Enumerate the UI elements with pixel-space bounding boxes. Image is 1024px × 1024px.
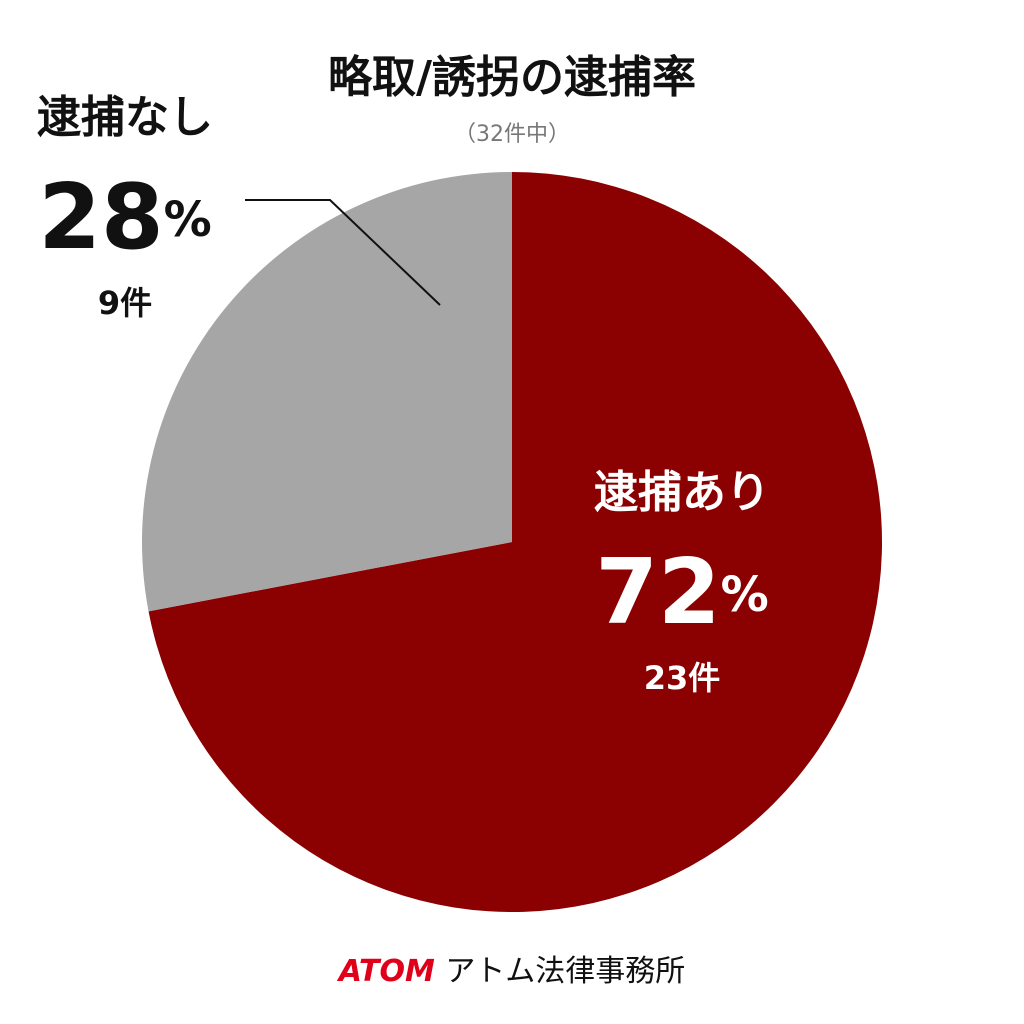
value-label: 72% bbox=[595, 540, 768, 645]
count-label: 9件 bbox=[98, 284, 152, 322]
footer-name: アトム法律事務所 bbox=[445, 954, 685, 989]
slice-label: 逮捕なし bbox=[37, 92, 213, 143]
chart-subtitle: （32件中） bbox=[454, 122, 570, 147]
pie-slice bbox=[141, 172, 512, 612]
pie bbox=[141, 172, 883, 913]
value-label: 28% bbox=[38, 165, 211, 270]
count-label: 23件 bbox=[644, 659, 721, 697]
slice-label: 逮捕あり bbox=[594, 467, 770, 518]
leader-line bbox=[245, 199, 441, 306]
footer: ATOM アトム法律事務所 bbox=[337, 954, 686, 989]
pie-slice bbox=[148, 172, 883, 913]
footer-brand: ATOM bbox=[337, 954, 435, 989]
chart-title: 略取/誘拐の逮捕率 bbox=[328, 52, 696, 103]
